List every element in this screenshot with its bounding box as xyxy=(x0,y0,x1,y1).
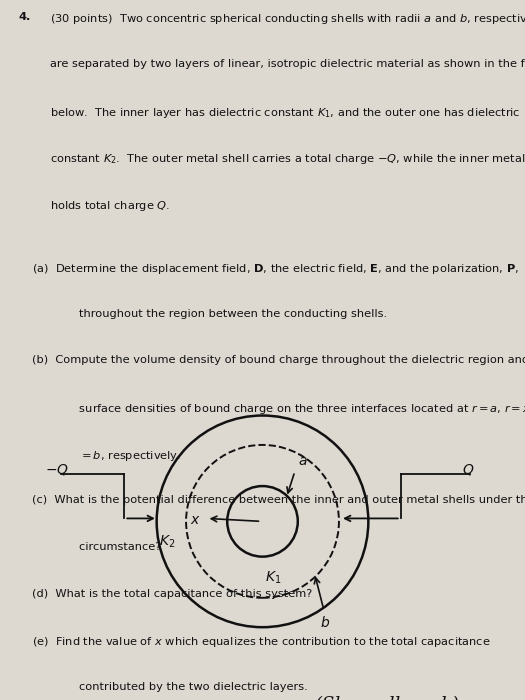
Text: $Q$: $Q$ xyxy=(462,462,474,477)
Text: $K_2$: $K_2$ xyxy=(159,533,175,550)
Text: $a$: $a$ xyxy=(298,454,307,468)
Text: throughout the region between the conducting shells.: throughout the region between the conduc… xyxy=(50,309,387,318)
Text: constant $K_2$.  The outer metal shell carries a total charge $-Q$, while the in: constant $K_2$. The outer metal shell ca… xyxy=(50,153,525,167)
Text: $x$: $x$ xyxy=(190,512,201,526)
Text: 4.: 4. xyxy=(18,12,31,22)
Text: (a)  Determine the displacement field, $\mathbf{D}$, the electric field, $\mathb: (a) Determine the displacement field, $\… xyxy=(32,262,518,276)
Text: $-Q$: $-Q$ xyxy=(45,462,69,477)
Text: $=b$, respectively.: $=b$, respectively. xyxy=(50,449,181,463)
Text: surface densities of bound charge on the three interfaces located at $r=a$, $r=x: surface densities of bound charge on the… xyxy=(50,402,525,416)
Text: (d)  What is the total capacitance of this system?: (d) What is the total capacitance of thi… xyxy=(32,589,312,598)
Text: $b$: $b$ xyxy=(320,615,330,630)
Text: circumstance?: circumstance? xyxy=(50,542,161,552)
Text: below.  The inner layer has dielectric constant $K_1$, and the outer one has die: below. The inner layer has dielectric co… xyxy=(50,106,520,120)
Text: (c)  What is the potential difference between the inner and outer metal shells u: (c) What is the potential difference bet… xyxy=(32,496,525,505)
Text: holds total charge $Q$.: holds total charge $Q$. xyxy=(50,199,170,213)
Text: $K_1$: $K_1$ xyxy=(265,570,281,586)
Text: (30 points)  Two concentric spherical conducting shells with radii $a$ and $b$, : (30 points) Two concentric spherical con… xyxy=(50,12,525,26)
Text: (b)  Compute the volume density of bound charge throughout the dielectric region: (b) Compute the volume density of bound … xyxy=(32,356,525,365)
Text: are separated by two layers of linear, isotropic dielectric material as shown in: are separated by two layers of linear, i… xyxy=(50,59,525,69)
Text: contributed by the two dielectric layers.: contributed by the two dielectric layers… xyxy=(50,682,308,692)
Text: (e)  Find the value of $x$ which equalizes the contribution to the total capacit: (e) Find the value of $x$ which equalize… xyxy=(32,636,490,650)
Text: (Show all work): (Show all work) xyxy=(315,696,459,700)
